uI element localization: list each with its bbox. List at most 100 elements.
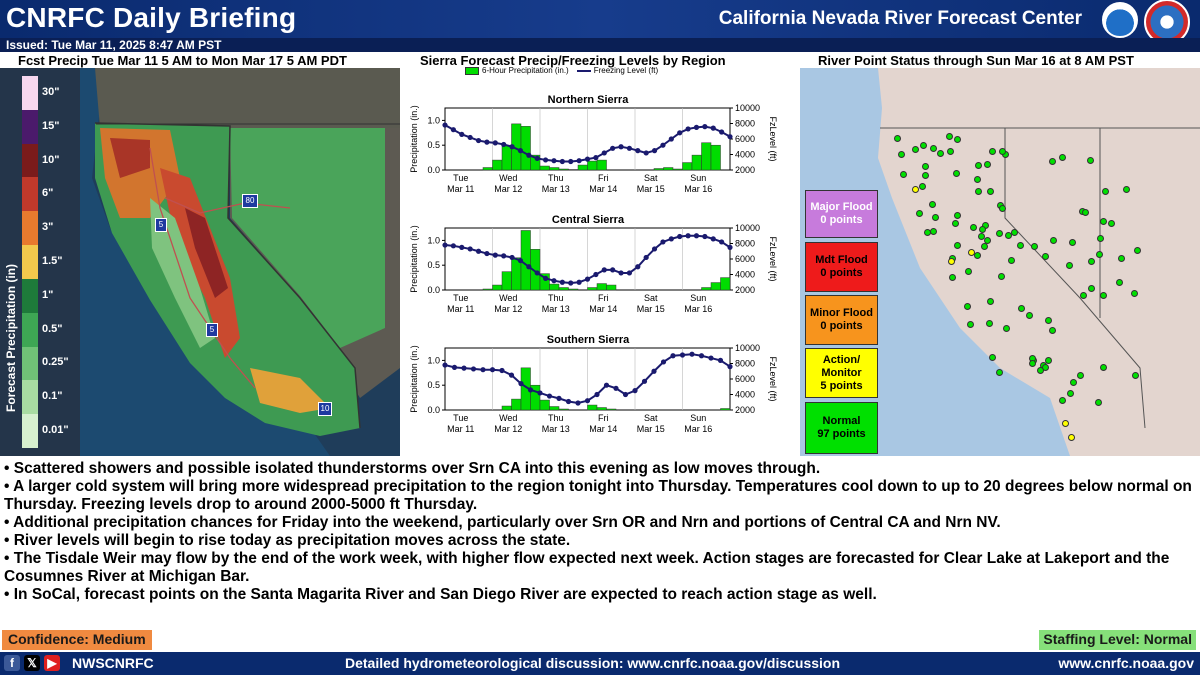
river-point-marker[interactable]: [1069, 239, 1076, 246]
river-point-marker[interactable]: [947, 148, 954, 155]
river-point-marker[interactable]: [1088, 285, 1095, 292]
river-point-marker[interactable]: [1042, 253, 1049, 260]
river-point-marker[interactable]: [894, 135, 901, 142]
river-point-marker[interactable]: [979, 226, 986, 233]
river-point-marker[interactable]: [952, 220, 959, 227]
river-point-marker[interactable]: [922, 172, 929, 179]
river-point-marker[interactable]: [1059, 397, 1066, 404]
x-icon[interactable]: 𝕏: [24, 655, 40, 671]
river-point-marker[interactable]: [987, 188, 994, 195]
river-point-marker[interactable]: [898, 151, 905, 158]
river-point-marker[interactable]: [954, 136, 961, 143]
river-point-marker[interactable]: [1080, 292, 1087, 299]
river-point-marker[interactable]: [937, 150, 944, 157]
river-point-marker[interactable]: [1011, 229, 1018, 236]
river-point-marker[interactable]: [1045, 357, 1052, 364]
river-point-marker[interactable]: [932, 214, 939, 221]
river-point-marker[interactable]: [954, 242, 961, 249]
river-point-marker[interactable]: [989, 148, 996, 155]
briefing-bullets: • Scattered showers and possible isolate…: [4, 460, 1194, 604]
river-point-marker[interactable]: [1050, 237, 1057, 244]
river-point-marker[interactable]: [1100, 292, 1107, 299]
social-handle[interactable]: NWSCNRFC: [72, 655, 154, 671]
river-point-marker[interactable]: [1037, 367, 1044, 374]
river-point-marker[interactable]: [968, 249, 975, 256]
river-point-marker[interactable]: [1005, 232, 1012, 239]
river-point-marker[interactable]: [996, 230, 1003, 237]
river-point-marker[interactable]: [1026, 312, 1033, 319]
precip-bar: [587, 160, 598, 171]
river-point-marker[interactable]: [1116, 279, 1123, 286]
river-point-marker[interactable]: [974, 252, 981, 259]
river-point-marker[interactable]: [964, 303, 971, 310]
river-point-marker[interactable]: [975, 188, 982, 195]
river-point-marker[interactable]: [1100, 218, 1107, 225]
river-point-marker[interactable]: [1049, 158, 1056, 165]
river-point-marker[interactable]: [1088, 258, 1095, 265]
river-point-marker[interactable]: [1123, 186, 1130, 193]
river-point-marker[interactable]: [1102, 188, 1109, 195]
river-point-marker[interactable]: [970, 224, 977, 231]
river-point-marker[interactable]: [986, 320, 993, 327]
website-link[interactable]: www.cnrfc.noaa.gov: [1058, 655, 1194, 671]
river-point-marker[interactable]: [919, 183, 926, 190]
river-point-marker[interactable]: [1082, 209, 1089, 216]
river-point-marker[interactable]: [1087, 157, 1094, 164]
river-point-marker[interactable]: [1134, 247, 1141, 254]
river-point-marker[interactable]: [949, 274, 956, 281]
river-point-marker[interactable]: [900, 171, 907, 178]
river-point-marker[interactable]: [965, 268, 972, 275]
river-point-marker[interactable]: [987, 298, 994, 305]
river-point-marker[interactable]: [999, 148, 1006, 155]
river-point-marker[interactable]: [1067, 390, 1074, 397]
river-point-marker[interactable]: [916, 210, 923, 217]
river-point-marker[interactable]: [1100, 364, 1107, 371]
river-point-marker[interactable]: [1066, 262, 1073, 269]
river-point-marker[interactable]: [1017, 242, 1024, 249]
river-point-marker[interactable]: [1062, 420, 1069, 427]
river-point-marker[interactable]: [948, 258, 955, 265]
river-point-marker[interactable]: [1031, 243, 1038, 250]
discussion-link[interactable]: Detailed hydrometeorological discussion:…: [345, 655, 841, 671]
river-point-marker[interactable]: [1018, 305, 1025, 312]
river-point-marker[interactable]: [996, 369, 1003, 376]
river-point-marker[interactable]: [1131, 290, 1138, 297]
river-point-marker[interactable]: [984, 237, 991, 244]
river-point-marker[interactable]: [946, 133, 953, 140]
river-point-marker[interactable]: [1096, 251, 1103, 258]
river-point-marker[interactable]: [930, 228, 937, 235]
facebook-icon[interactable]: f: [4, 655, 20, 671]
river-point-marker[interactable]: [920, 142, 927, 149]
river-point-marker[interactable]: [999, 205, 1006, 212]
river-point-marker[interactable]: [929, 201, 936, 208]
river-point-marker[interactable]: [984, 161, 991, 168]
youtube-icon[interactable]: ▶: [44, 655, 60, 671]
river-point-marker[interactable]: [912, 186, 919, 193]
river-point-marker[interactable]: [975, 162, 982, 169]
river-point-marker[interactable]: [954, 212, 961, 219]
river-point-marker[interactable]: [981, 243, 988, 250]
river-point-marker[interactable]: [989, 354, 996, 361]
river-point-marker[interactable]: [978, 233, 985, 240]
river-point-marker[interactable]: [953, 170, 960, 177]
river-point-marker[interactable]: [1049, 327, 1056, 334]
river-point-marker[interactable]: [1108, 220, 1115, 227]
river-point-marker[interactable]: [998, 273, 1005, 280]
river-point-marker[interactable]: [1070, 379, 1077, 386]
river-point-marker[interactable]: [1003, 325, 1010, 332]
river-point-marker[interactable]: [1045, 317, 1052, 324]
river-point-marker[interactable]: [1008, 257, 1015, 264]
river-point-marker[interactable]: [930, 145, 937, 152]
river-point-marker[interactable]: [1118, 255, 1125, 262]
river-point-marker[interactable]: [1059, 154, 1066, 161]
river-point-marker[interactable]: [1097, 235, 1104, 242]
river-point-marker[interactable]: [1095, 399, 1102, 406]
river-point-marker[interactable]: [1029, 360, 1036, 367]
river-point-marker[interactable]: [974, 176, 981, 183]
river-point-marker[interactable]: [1068, 434, 1075, 441]
river-point-marker[interactable]: [922, 163, 929, 170]
river-point-marker[interactable]: [967, 321, 974, 328]
river-point-marker[interactable]: [1077, 372, 1084, 379]
river-point-marker[interactable]: [912, 146, 919, 153]
river-point-marker[interactable]: [1132, 372, 1139, 379]
